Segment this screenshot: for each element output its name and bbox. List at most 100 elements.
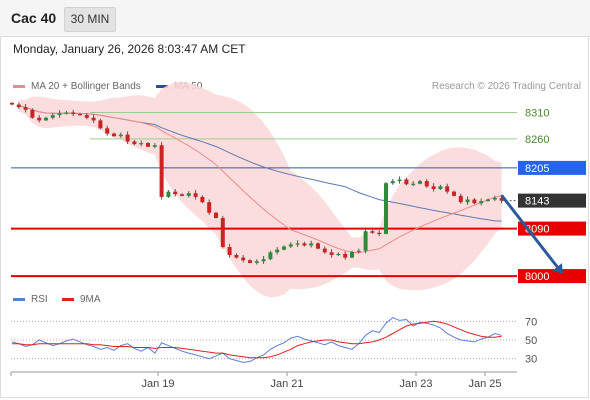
candle-body — [98, 120, 103, 129]
candle-body — [180, 194, 184, 196]
candle-body — [139, 143, 144, 145]
chart-datetime: Monday, January 26, 2026 8:03:47 AM CET — [13, 42, 246, 56]
candle-body — [78, 114, 82, 116]
candle-body — [214, 212, 218, 219]
chart-frame — [0, 36, 589, 398]
candle-body — [220, 218, 225, 248]
candle-body — [105, 128, 110, 134]
candle-body — [30, 109, 35, 118]
level-label-8310: 8310 — [525, 107, 549, 119]
candle-body — [452, 191, 456, 196]
rsi-tick-label: 70 — [525, 316, 537, 328]
level-label-8205: 8205 — [525, 163, 549, 175]
candle-body — [424, 181, 429, 187]
candle-body — [370, 231, 375, 233]
candle-body — [316, 243, 320, 249]
forecast-arrow-shaft — [500, 194, 559, 268]
candle-body — [193, 193, 198, 197]
candle-body — [118, 134, 123, 137]
candle-body — [57, 113, 62, 116]
candle-body — [254, 261, 259, 263]
candle-body — [418, 181, 422, 184]
candle-body — [23, 107, 28, 110]
x-tick-label: Jan 23 — [399, 378, 432, 390]
candle-body — [397, 179, 402, 182]
candle-body — [152, 145, 157, 147]
candle-body — [458, 195, 463, 203]
rsi-ma9-line — [12, 320, 502, 359]
level-label-8143: 8143 — [525, 196, 549, 208]
candle-body — [431, 186, 436, 189]
candle-body — [146, 143, 150, 147]
candle-body — [465, 199, 470, 203]
candle-body — [207, 202, 212, 213]
ma20-swatch-icon — [13, 85, 25, 88]
candle-body — [112, 133, 116, 137]
forecast-arrow-head — [552, 263, 563, 274]
timeframe-button[interactable]: 30 MIN — [64, 7, 116, 32]
legend-9ma-label: 9MA — [80, 294, 101, 305]
candle-body — [363, 231, 368, 251]
candle-body — [91, 117, 96, 121]
legend-rsi-label: RSI — [31, 294, 48, 305]
candle-body — [411, 183, 416, 185]
rsi-tick-label: 50 — [525, 335, 537, 347]
candle-body — [10, 102, 14, 105]
candle-body — [84, 115, 89, 118]
candle-body — [343, 253, 348, 258]
candle-body — [404, 179, 409, 185]
candle-body — [445, 186, 450, 192]
candle-body — [336, 253, 341, 256]
candle-body — [234, 254, 239, 258]
candle-body — [288, 244, 293, 247]
x-tick-label: Jan 25 — [468, 378, 501, 390]
level-label-8260: 8260 — [525, 134, 549, 146]
candle-body — [248, 260, 252, 263]
candle-body — [350, 251, 354, 258]
ma20-line — [18, 105, 502, 254]
x-tick-label: Jan 21 — [270, 378, 303, 390]
candle-body — [295, 243, 300, 245]
candle-body — [377, 232, 382, 235]
top-bar: Cac 40 30 MIN — [0, 0, 590, 37]
candle-body — [227, 247, 232, 255]
level-tag-8143 — [518, 193, 586, 208]
candle-body — [384, 183, 388, 234]
candle-body — [356, 250, 361, 252]
bollinger-band — [18, 81, 502, 298]
candle-body — [16, 104, 21, 108]
candle-body — [268, 252, 273, 260]
candle-body — [50, 115, 55, 118]
candle-body — [329, 252, 334, 255]
level-label-8000: 8000 — [525, 271, 549, 283]
candle-body — [173, 191, 178, 195]
candle-body — [159, 145, 164, 197]
legend-rsi: RSI — [13, 294, 48, 305]
candle-body — [486, 199, 490, 202]
candle-body — [44, 117, 48, 121]
candle-body — [186, 193, 191, 196]
candle-body — [322, 248, 327, 253]
credit-text: Research © 2026 Trading Central — [431, 81, 581, 92]
candle-body — [125, 134, 130, 142]
legend-ma20: MA 20 + Bollinger Bands — [13, 81, 141, 92]
candle-body — [275, 249, 280, 253]
candle-body — [472, 199, 477, 204]
candle-body — [492, 197, 497, 200]
legend-9ma: 9MA — [62, 294, 101, 305]
level-tag-8090 — [518, 221, 586, 236]
ma9-swatch-icon — [62, 298, 74, 301]
rsi-tick-label: 30 — [525, 354, 537, 366]
candle-body — [302, 243, 307, 246]
candle-body — [200, 196, 205, 203]
instrument-title: Cac 40 — [11, 10, 57, 26]
candle-body — [499, 197, 504, 201]
candle-body — [261, 259, 266, 262]
candle-body — [241, 257, 246, 261]
level-tag-8205 — [518, 160, 586, 175]
candle-body — [479, 201, 484, 204]
x-tick-label: Jan 19 — [141, 378, 174, 390]
candle-body — [132, 141, 137, 145]
candle-body — [71, 112, 76, 115]
